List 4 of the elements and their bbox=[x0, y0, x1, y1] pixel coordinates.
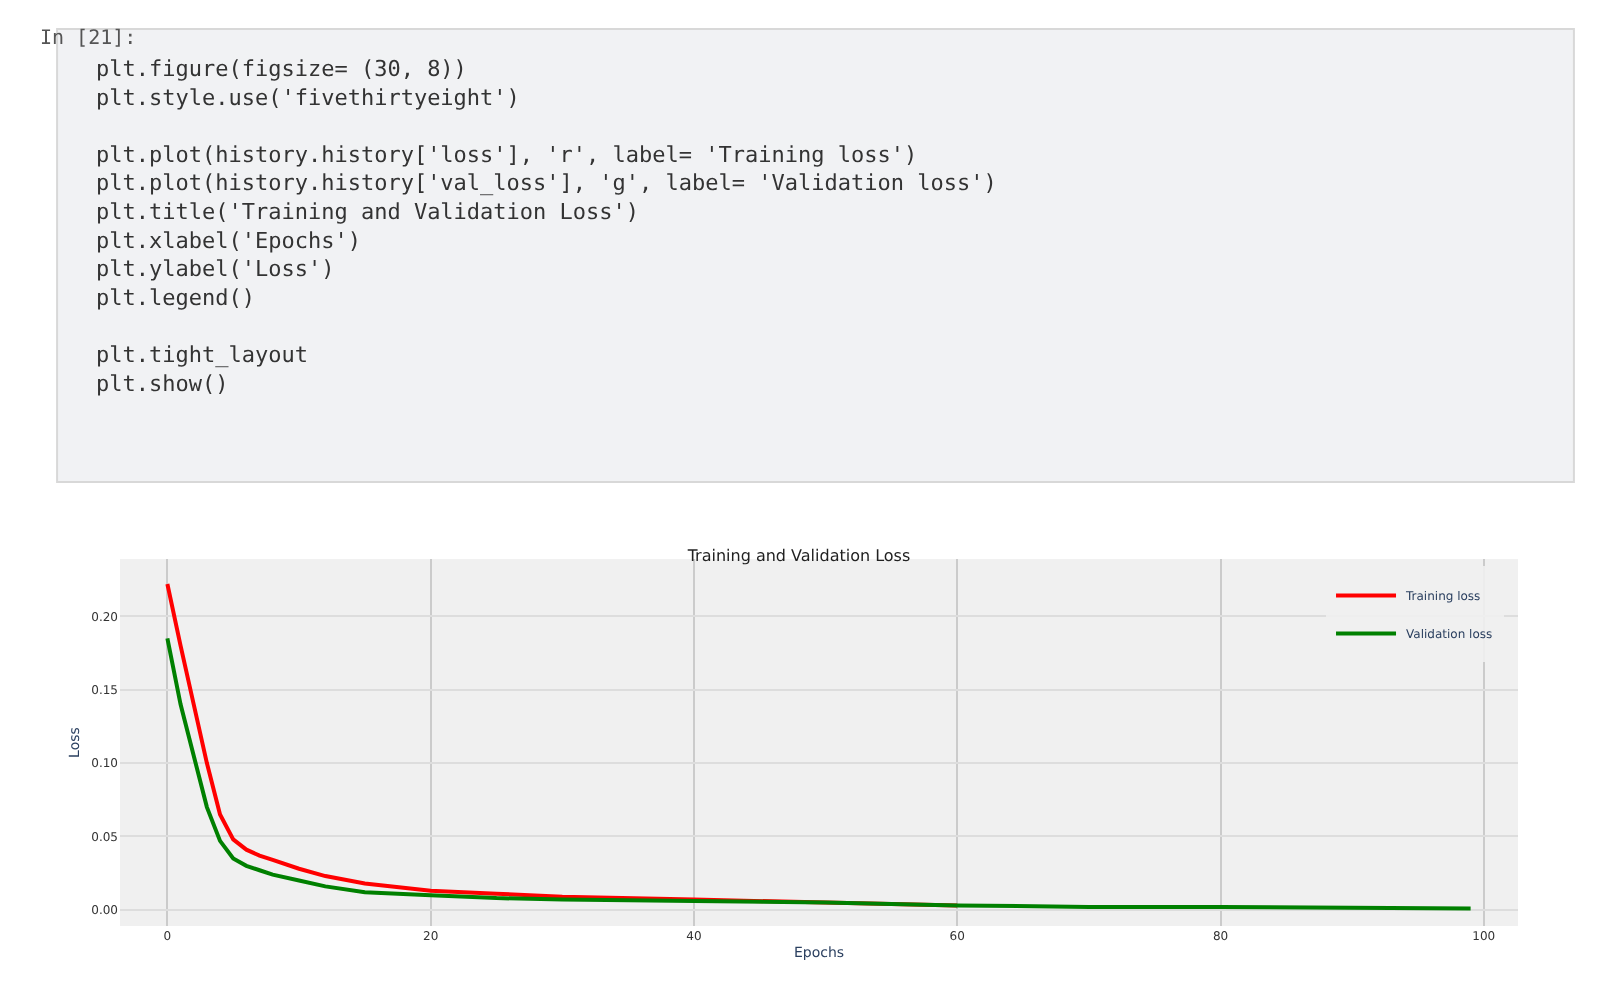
text: plt.figure(figsize= (30, 8)) plt.style.use('fivethirtyeight') plt.plot(history.history['loss'], 'r', label= 'Training loss') plt.plot(history.history['val_loss'], 'g', label= 'Validation loss') plt.title('Training and Validation Loss') plt.xlabel('Epochs') plt.ylabel('Loss') plt.legend() plt.tight_layout plt.show() bbox=[96, 56, 997, 397]
text: In [21]: bbox=[40, 28, 137, 50]
line-series bbox=[165, 636, 1473, 911]
chart-title: Training and Validation Loss bbox=[685, 546, 911, 565]
